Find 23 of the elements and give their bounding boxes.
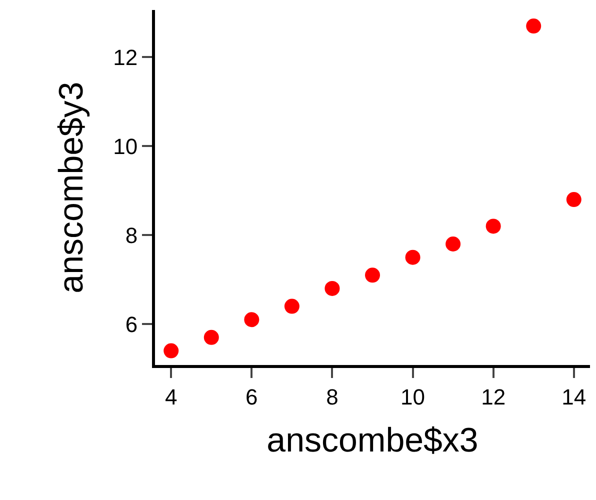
y-tick-label: 10 [113,134,138,159]
point [204,330,219,345]
point [566,192,582,208]
y-axis-title: anscombe$y3 [52,82,91,294]
x-axis-title: anscombe$x3 [266,422,478,460]
y-tick-label: 8 [125,222,138,248]
point [324,280,340,296]
x-tick-label: 8 [326,384,338,410]
point [526,18,542,34]
x-tick-label: 10 [400,384,426,410]
x-tick-label: 12 [481,384,506,410]
point [486,218,501,234]
y-tick-label: 12 [113,44,138,70]
y-tick-label: 6 [125,312,138,337]
point [405,250,420,265]
point [446,236,461,252]
point [164,343,179,358]
x-tick-label: 4 [164,384,178,410]
x-tick-label: 14 [562,384,586,410]
x-tick-label: 6 [246,384,258,410]
point [244,312,260,328]
point [365,268,380,283]
point [284,298,300,314]
